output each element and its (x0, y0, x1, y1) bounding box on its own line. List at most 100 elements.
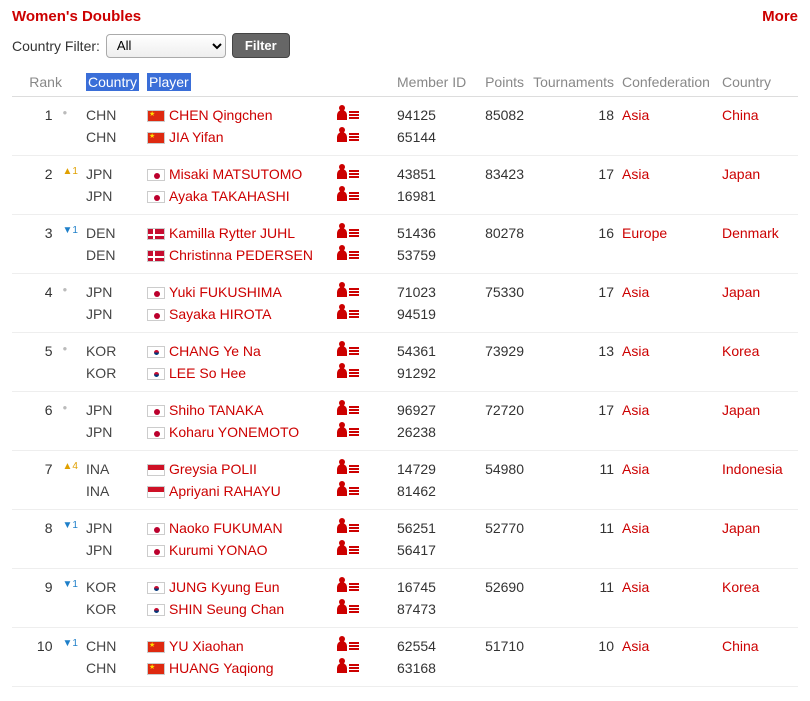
confederation-link[interactable]: Asia (618, 392, 718, 422)
player-link[interactable]: Shiho TANAKA (169, 402, 263, 418)
rank-down-icon: ▼1 (63, 579, 78, 590)
confederation-link[interactable]: Asia (618, 274, 718, 304)
player-detail-icon[interactable] (337, 663, 359, 673)
player-detail-icon[interactable] (337, 287, 359, 297)
rank-value: 4 (12, 274, 59, 304)
player-link[interactable]: Greysia POLII (169, 461, 257, 477)
confederation-link[interactable]: Asia (618, 451, 718, 481)
col-country[interactable]: Country (86, 73, 139, 91)
rank-up-icon: ▲4 (63, 461, 78, 472)
tournaments-value: 13 (528, 333, 618, 363)
player-link[interactable]: LEE So Hee (169, 365, 246, 381)
player-detail-icon[interactable] (337, 250, 359, 260)
player-detail-icon[interactable] (337, 309, 359, 319)
flag-icon (147, 464, 165, 476)
member-id: 54361 (393, 333, 473, 363)
country-code: KOR (82, 333, 143, 363)
country-code: JPN (82, 510, 143, 540)
country-link[interactable]: China (718, 97, 798, 127)
player-link[interactable]: Ayaka TAKAHASHI (169, 188, 290, 204)
player-detail-icon[interactable] (337, 346, 359, 356)
flag-icon (147, 346, 165, 358)
player-link[interactable]: CHANG Ye Na (169, 343, 261, 359)
filter-label: Country Filter: (12, 38, 100, 54)
player-link[interactable]: Yuki FUKUSHIMA (169, 284, 282, 300)
player-link[interactable]: Sayaka HIROTA (169, 306, 271, 322)
country-code: KOR (82, 598, 143, 628)
points-value: 51710 (473, 628, 528, 658)
rank-value: 1 (12, 97, 59, 127)
player-link[interactable]: Naoko FUKUMAN (169, 520, 283, 536)
confederation-link[interactable]: Asia (618, 510, 718, 540)
flag-icon (147, 523, 165, 535)
col-player[interactable]: Player (147, 73, 191, 91)
player-detail-icon[interactable] (337, 545, 359, 555)
confederation-link[interactable]: Asia (618, 97, 718, 127)
player-link[interactable]: Christinna PEDERSEN (169, 247, 313, 263)
player-detail-icon[interactable] (337, 368, 359, 378)
player-detail-icon[interactable] (337, 132, 359, 142)
rank-value: 2 (12, 156, 59, 186)
country-link[interactable]: Japan (718, 274, 798, 304)
player-link[interactable]: HUANG Yaqiong (169, 660, 274, 676)
player-detail-icon[interactable] (337, 191, 359, 201)
member-id: 62554 (393, 628, 473, 658)
country-code: JPN (82, 185, 143, 215)
more-link[interactable]: More (762, 8, 798, 25)
player-link[interactable]: Kurumi YONAO (169, 542, 268, 558)
player-detail-icon[interactable] (337, 604, 359, 614)
player-detail-icon[interactable] (337, 464, 359, 474)
flag-icon (147, 582, 165, 594)
country-link[interactable]: Japan (718, 510, 798, 540)
filter-button[interactable]: Filter (232, 33, 290, 58)
player-link[interactable]: SHIN Seung Chan (169, 601, 284, 617)
country-link[interactable]: China (718, 628, 798, 658)
country-link[interactable]: Denmark (718, 215, 798, 245)
player-detail-icon[interactable] (337, 641, 359, 651)
member-id: 51436 (393, 215, 473, 245)
points-value: 52690 (473, 569, 528, 599)
player-link[interactable]: Misaki MATSUTOMO (169, 166, 302, 182)
flag-icon (147, 486, 165, 498)
player-detail-icon[interactable] (337, 427, 359, 437)
country-link[interactable]: Japan (718, 156, 798, 186)
flag-icon (147, 663, 165, 675)
player-link[interactable]: Koharu YONEMOTO (169, 424, 299, 440)
country-link[interactable]: Korea (718, 569, 798, 599)
player-link[interactable]: JIA Yifan (169, 129, 223, 145)
player-detail-icon[interactable] (337, 110, 359, 120)
confederation-link[interactable]: Europe (618, 215, 718, 245)
confederation-link[interactable]: Asia (618, 628, 718, 658)
country-code: INA (82, 480, 143, 510)
player-link[interactable]: YU Xiaohan (169, 638, 244, 654)
confederation-link[interactable]: Asia (618, 569, 718, 599)
points-value: 72720 (473, 392, 528, 422)
player-link[interactable]: CHEN Qingchen (169, 107, 273, 123)
rank-same-icon: ● (63, 344, 68, 353)
rank-value: 7 (12, 451, 59, 481)
member-id: 16745 (393, 569, 473, 599)
member-id: 16981 (393, 185, 473, 215)
player-link[interactable]: Apriyani RAHAYU (169, 483, 281, 499)
member-id: 56251 (393, 510, 473, 540)
points-value: 54980 (473, 451, 528, 481)
player-detail-icon[interactable] (337, 405, 359, 415)
country-filter-select[interactable]: All (106, 34, 226, 58)
country-link[interactable]: Japan (718, 392, 798, 422)
country-link[interactable]: Korea (718, 333, 798, 363)
member-id: 53759 (393, 244, 473, 274)
player-detail-icon[interactable] (337, 582, 359, 592)
player-detail-icon[interactable] (337, 523, 359, 533)
points-value: 75330 (473, 274, 528, 304)
member-id: 81462 (393, 480, 473, 510)
player-link[interactable]: Kamilla Rytter JUHL (169, 225, 295, 241)
player-link[interactable]: JUNG Kyung Eun (169, 579, 280, 595)
player-detail-icon[interactable] (337, 228, 359, 238)
player-detail-icon[interactable] (337, 169, 359, 179)
flag-icon (147, 228, 165, 240)
member-id: 71023 (393, 274, 473, 304)
confederation-link[interactable]: Asia (618, 333, 718, 363)
player-detail-icon[interactable] (337, 486, 359, 496)
country-link[interactable]: Indonesia (718, 451, 798, 481)
confederation-link[interactable]: Asia (618, 156, 718, 186)
